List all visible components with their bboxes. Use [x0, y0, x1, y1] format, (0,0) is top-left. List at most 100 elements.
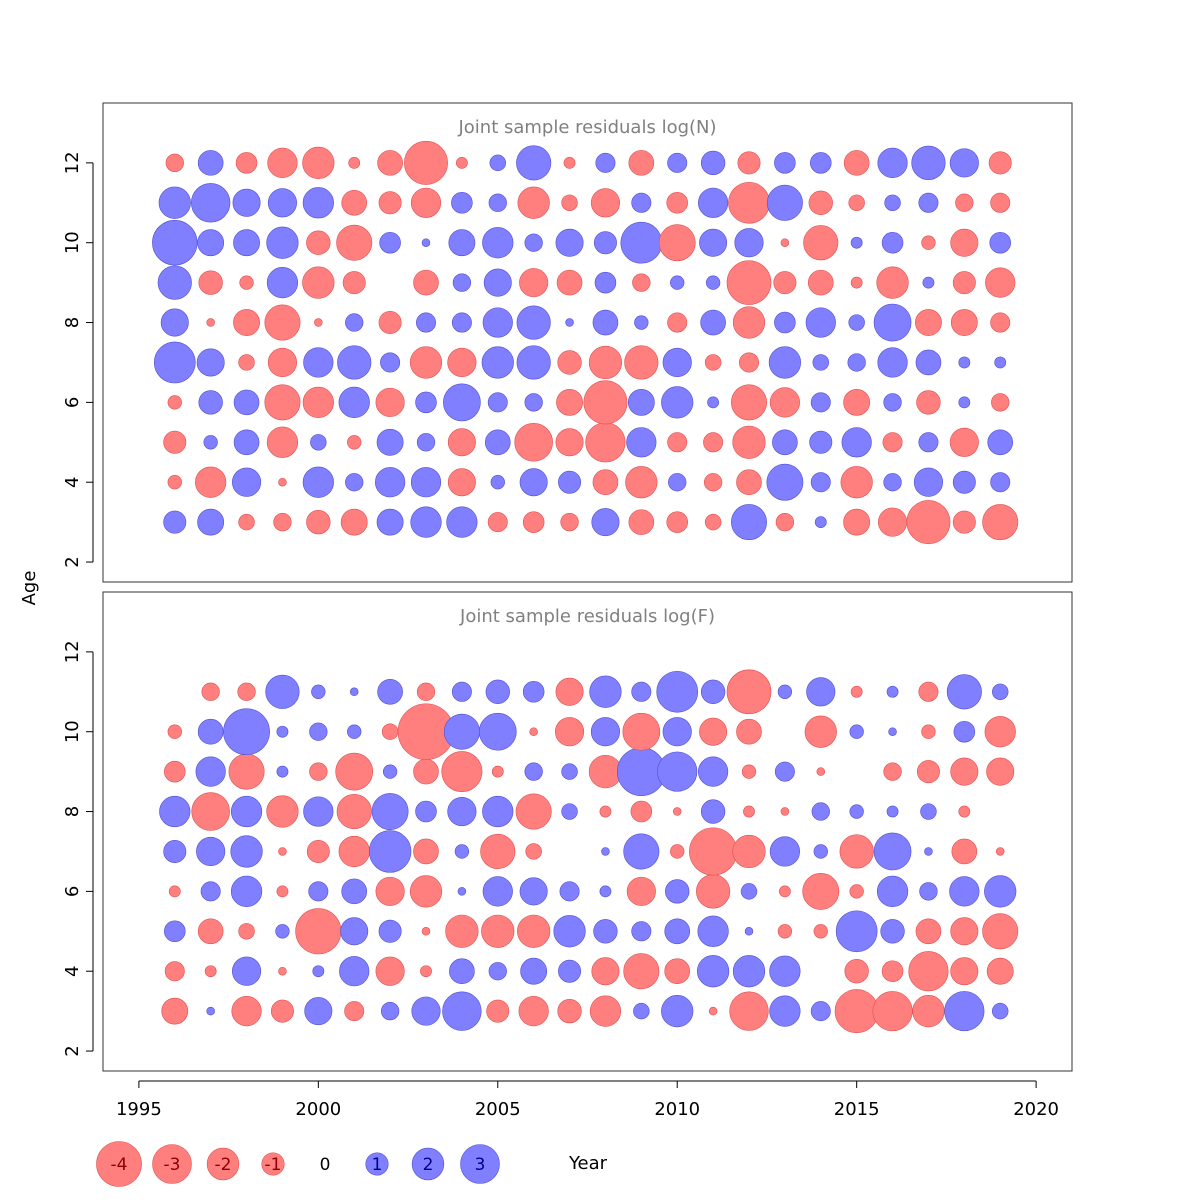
residual-bubble	[591, 957, 620, 986]
residual-bubble	[335, 752, 374, 791]
legend-label: 1	[372, 1155, 383, 1175]
residual-bubble	[705, 275, 721, 290]
residual-bubble	[590, 717, 620, 747]
residual-bubble	[446, 506, 478, 538]
residual-bubble	[278, 477, 287, 487]
residual-bubble	[517, 186, 550, 219]
residual-bubble	[206, 318, 215, 327]
residual-bubble	[238, 354, 255, 371]
residual-bubble	[628, 150, 655, 176]
residual-bubble	[191, 183, 231, 223]
residual-bubble	[924, 847, 933, 856]
residual-bubble	[689, 827, 738, 876]
x-tick-label: 2010	[654, 1099, 700, 1120]
residual-bubble	[557, 350, 582, 375]
residual-bubble	[995, 847, 1005, 856]
residual-bubble	[342, 271, 366, 295]
residual-bubble	[877, 147, 908, 178]
residual-bubble	[447, 428, 476, 457]
residual-bubble	[766, 463, 804, 501]
residual-bubble	[376, 428, 404, 456]
residual-bubble	[378, 919, 402, 943]
x-tick-label: 2005	[475, 1099, 521, 1120]
residual-bubble	[992, 1002, 1009, 1020]
residual-bubble	[201, 682, 220, 701]
residual-bubble	[780, 238, 790, 247]
residual-bubble	[595, 152, 616, 173]
residual-bubble	[349, 687, 359, 697]
residual-bubble	[810, 152, 832, 174]
residual-bubble	[238, 923, 255, 940]
residual-bubble	[378, 191, 402, 215]
residual-bubble	[916, 390, 941, 415]
residual-bubble	[834, 989, 879, 1034]
residual-bubble	[700, 309, 726, 336]
y-tick-label: 6	[62, 397, 83, 408]
residual-bubble	[232, 188, 261, 217]
residual-bubble	[699, 717, 728, 746]
residual-bubble	[994, 356, 1007, 369]
y-tick-label: 2	[62, 1045, 83, 1056]
residual-bubble	[447, 468, 476, 497]
residual-bubble	[565, 318, 574, 327]
residual-bubble	[167, 724, 182, 739]
residual-bubble	[455, 156, 468, 169]
residual-bubble	[816, 767, 826, 776]
residual-bubble	[982, 504, 1019, 541]
residual-bubble	[773, 271, 797, 295]
residual-bubble	[840, 466, 873, 499]
residual-bubble	[808, 190, 833, 215]
residual-bubble	[348, 156, 361, 169]
residual-bubble	[447, 347, 477, 378]
residual-bubble	[449, 958, 475, 985]
residual-bubble	[559, 881, 580, 902]
residual-bubble	[161, 997, 189, 1025]
residual-bubble	[630, 800, 653, 823]
residual-bubble	[591, 508, 620, 537]
panel-title: Joint sample residuals log(F)	[459, 606, 715, 627]
residual-bubble	[295, 908, 342, 955]
residual-bubble	[813, 924, 828, 939]
residual-bubble	[223, 708, 270, 756]
residual-bubble	[989, 231, 1011, 254]
residual-bubble	[915, 918, 942, 945]
residual-bubble	[165, 153, 184, 173]
residual-bubble	[657, 751, 698, 792]
residual-bubble	[304, 997, 333, 1026]
residual-bubble	[308, 881, 329, 902]
residual-bubble	[850, 685, 863, 698]
residual-bubble	[347, 435, 362, 450]
residual-bubble	[164, 961, 185, 982]
legend-label: -4	[111, 1155, 128, 1175]
residual-bubble	[303, 347, 334, 378]
residual-bubble	[913, 467, 943, 497]
residual-bubble	[873, 832, 912, 871]
residual-bubble	[633, 1002, 650, 1020]
residual-bubble	[164, 760, 186, 783]
residual-bubble	[704, 513, 722, 531]
x-tick-label: 2020	[1013, 1099, 1059, 1120]
y-tick-label: 12	[62, 640, 83, 663]
residual-bubble	[698, 187, 729, 218]
residual-bubble	[906, 500, 951, 545]
residual-bubble	[336, 224, 373, 261]
residual-bubble	[196, 348, 225, 377]
residual-bubble	[195, 756, 226, 787]
residual-bubble	[482, 876, 513, 907]
residual-bubble	[487, 512, 508, 533]
residual-bubble	[168, 885, 181, 898]
residual-bubble	[986, 757, 1015, 786]
residual-bubble	[922, 276, 935, 289]
residual-bubble	[237, 682, 256, 701]
legend-bubble	[206, 1147, 240, 1181]
residual-bubble	[704, 354, 722, 371]
y-tick-label: 8	[62, 806, 83, 817]
residual-bubble	[848, 314, 865, 331]
residual-bubble	[302, 386, 334, 418]
residual-bubble	[950, 309, 978, 336]
residual-bubble	[488, 962, 507, 981]
residual-bubble	[451, 192, 473, 214]
residual-bubble	[631, 921, 652, 942]
residual-bubble	[918, 681, 939, 702]
